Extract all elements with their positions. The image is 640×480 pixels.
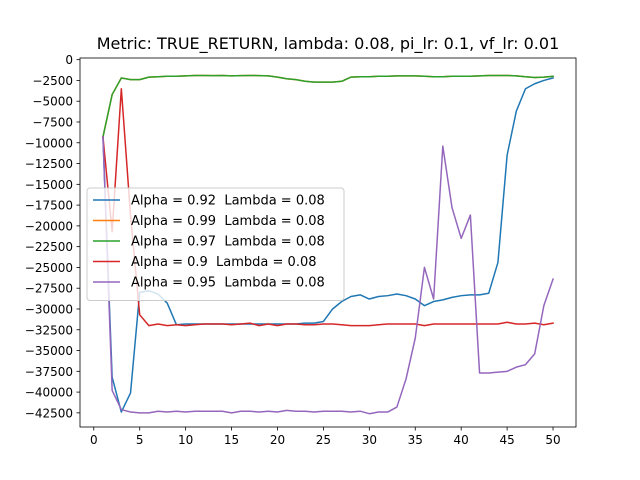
y-tick-label: −12500 [25,157,73,171]
legend-label: Alpha = 0.9 Lambda = 0.08 [131,255,317,270]
y-tick-label: −27500 [25,282,73,296]
y-tick-label: −37500 [25,365,73,379]
x-tick-label: 5 [136,433,144,447]
y-tick-label: −32500 [25,323,73,337]
y-tick-label: −5000 [32,95,73,109]
x-tick-label: 45 [499,433,514,447]
series-line-4 [102,88,554,327]
x-tick-label: 30 [362,433,377,447]
y-tick-label: −7500 [32,115,73,129]
axes-frame [79,57,577,428]
legend-label: Alpha = 0.97 Lambda = 0.08 [131,235,325,250]
series-line-3 [102,74,554,138]
legend: Alpha = 0.92 Lambda = 0.08 Alpha = 0.99 L… [86,187,345,301]
x-tick-label: 25 [316,433,331,447]
legend-box [86,187,345,301]
y-tick-label: −22500 [25,240,73,254]
y-tick-label: −25000 [25,261,73,275]
x-tick-label: 15 [224,433,239,447]
x-tick-label: 10 [178,433,193,447]
y-tick-label: 0 [65,53,73,67]
x-tick-label: 0 [90,433,98,447]
y-tick-label: −30000 [25,302,73,316]
y-tick-label: −40000 [25,386,73,400]
axes: 0 5 10 15 20 25 30 35 40 45 50 0 −2500 −5000 −7500 −100… [25,53,577,447]
legend-label: Alpha = 0.95 Lambda = 0.08 [131,276,325,291]
series-line-2 [102,74,554,138]
y-tick-label: −42500 [25,406,73,420]
x-tick-label: 35 [408,433,423,447]
y-tick-label: −10000 [25,136,73,150]
y-tick-label: −17500 [25,199,73,213]
x-tick-label: 50 [545,433,560,447]
y-tick-label: −2500 [32,74,73,88]
legend-label: Alpha = 0.92 Lambda = 0.08 [131,194,325,209]
chart-title: Metric: TRUE_RETURN, lambda: 0.08, pi_lr… [97,34,560,54]
series-line-5 [102,136,554,415]
y-tick-label: −20000 [25,219,73,233]
x-tick-label: 20 [270,433,285,447]
y-tick-label: −15000 [25,178,73,192]
plot-area [102,74,554,415]
x-tick-label: 40 [454,433,469,447]
legend-label: Alpha = 0.99 Lambda = 0.08 [131,214,325,229]
y-tick-label: −35000 [25,344,73,358]
